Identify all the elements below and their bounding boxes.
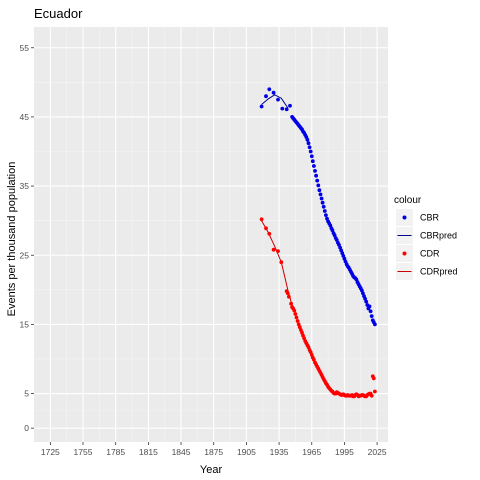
- y-tick-label: 25: [20, 250, 30, 260]
- legend-symbol-cbr: [402, 215, 407, 220]
- cbr-point: [319, 196, 324, 201]
- cbr-point: [306, 141, 311, 146]
- cbr-point: [314, 173, 318, 178]
- cbr-point: [309, 154, 314, 159]
- x-tick-label: 1785: [106, 447, 125, 457]
- legend-label-cbrpred: CBRpred: [420, 231, 457, 241]
- cbrpred-line: [261, 94, 289, 109]
- cdr-point: [271, 247, 276, 252]
- minor-gridlines: [34, 27, 388, 442]
- legend-label-cbr: CBR: [420, 213, 440, 223]
- cbr-point: [284, 107, 289, 112]
- cbr-point: [271, 90, 276, 95]
- cbr-point: [321, 204, 326, 209]
- plot-panel: [34, 27, 388, 442]
- cbr-point: [315, 178, 320, 183]
- cbr-point: [373, 322, 377, 327]
- cdr-point: [259, 217, 264, 222]
- cdr-point: [292, 308, 297, 313]
- x-axis-ticks: 1725 1755 1785 1815 1845 1875 1905 1935 1965 1995…: [41, 442, 387, 457]
- cbr-point: [308, 149, 313, 154]
- y-tick-label: 35: [20, 181, 30, 191]
- cbr-point: [264, 94, 268, 99]
- x-tick-label: 1935: [270, 447, 289, 457]
- x-axis-title: Year: [200, 464, 223, 476]
- legend-label-cdr: CDR: [420, 249, 440, 259]
- legend-symbol-cdr: [402, 251, 407, 256]
- cbr-point: [317, 188, 322, 193]
- x-tick-label: 1965: [302, 447, 321, 457]
- cbr-point: [369, 314, 374, 318]
- y-tick-label: 0: [24, 423, 29, 433]
- y-tick-label: 5: [24, 389, 29, 399]
- cbr-point: [276, 97, 280, 102]
- x-tick-label: 1725: [41, 447, 60, 457]
- cbr-point: [324, 213, 328, 218]
- cbr-point: [313, 169, 317, 173]
- cdr-point: [373, 389, 377, 394]
- cbr-point: [267, 87, 272, 92]
- x-tick-label: 1815: [139, 447, 158, 457]
- cbr-point: [316, 183, 321, 188]
- x-tick-label: 2025: [368, 447, 387, 457]
- cbr-point: [280, 106, 285, 111]
- legend: colour CBR CBRpred CDR CDRpred: [394, 195, 458, 280]
- x-tick-label: 1845: [172, 447, 191, 457]
- cdr-point: [287, 294, 291, 299]
- cdr-point: [371, 376, 376, 381]
- cdr-point: [267, 231, 272, 236]
- legend-label-cdrpred: CDRpred: [420, 267, 458, 277]
- cdr-point: [289, 301, 293, 306]
- cdr-point: [294, 315, 299, 320]
- cbr-point: [322, 209, 327, 213]
- cdr-point: [276, 249, 280, 254]
- chart-title: Ecuador: [34, 6, 83, 21]
- y-tick-label: 55: [20, 43, 30, 53]
- cbr-point: [288, 103, 292, 108]
- cbr-point: [318, 192, 323, 197]
- legend-title: colour: [394, 195, 422, 206]
- cbr-point: [259, 104, 264, 109]
- cdr-point: [285, 291, 290, 296]
- cbr-point: [368, 309, 373, 314]
- cdr-point: [279, 260, 284, 265]
- x-tick-label: 1995: [335, 447, 354, 457]
- cbr-point: [364, 299, 369, 304]
- x-tick-label: 1755: [74, 447, 93, 457]
- cdr-point: [264, 226, 268, 231]
- series-points: [259, 87, 377, 399]
- y-tick-label: 15: [20, 319, 30, 329]
- cbr-point: [307, 145, 312, 150]
- cbr-point: [312, 164, 316, 168]
- major-gridlines: [34, 27, 388, 442]
- cbr-point: [310, 159, 315, 164]
- cbr-point: [367, 304, 372, 309]
- y-axis-ticks: 0 5 15 25 35 45 55: [20, 43, 34, 433]
- x-tick-label: 1905: [237, 447, 256, 457]
- cdr-point: [293, 312, 298, 316]
- cdr-point: [369, 393, 374, 398]
- y-tick-label: 45: [20, 112, 30, 122]
- x-tick-label: 1875: [204, 447, 223, 457]
- cdr-point: [295, 319, 300, 323]
- cbr-point: [305, 137, 310, 142]
- cbr-point: [320, 200, 325, 205]
- y-axis-title: Events per thousand population: [6, 162, 18, 317]
